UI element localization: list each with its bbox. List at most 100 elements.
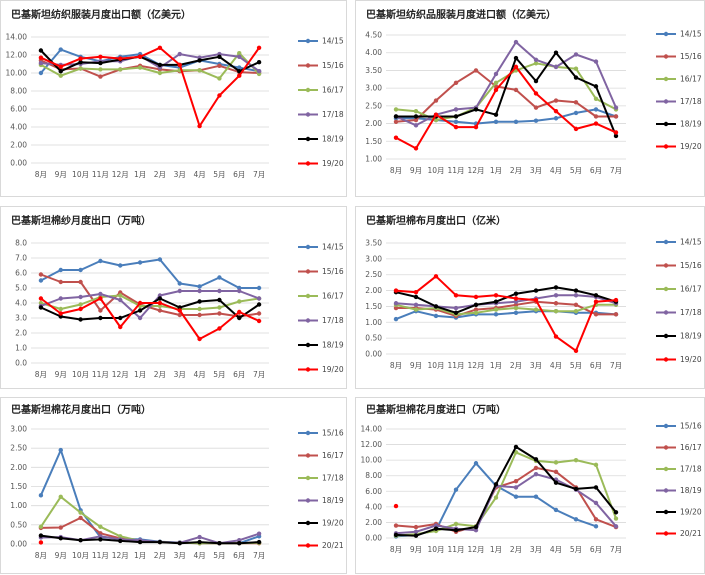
x-tick-label: 9月 <box>55 370 67 379</box>
x-tick-label: 7月 <box>610 545 622 554</box>
data-point <box>98 74 103 79</box>
data-point <box>197 539 202 545</box>
data-point <box>118 324 123 330</box>
legend-marker <box>663 239 669 245</box>
chart-title: 巴基斯坦棉花月度出口（万吨） <box>11 403 151 416</box>
data-point <box>118 56 123 61</box>
x-tick-label: 11月 <box>92 370 109 379</box>
x-tick-label: 1月 <box>490 166 502 175</box>
y-tick-label: 2.00 <box>10 463 27 472</box>
data-point <box>177 281 182 286</box>
legend-marker <box>305 112 311 117</box>
data-point <box>553 301 559 306</box>
legend-marker <box>663 286 669 292</box>
data-point <box>513 302 519 308</box>
data-point <box>613 105 619 110</box>
series-line <box>396 300 616 317</box>
y-tick-label: 14.00 <box>6 33 28 42</box>
x-tick-label: 2月 <box>510 361 522 370</box>
y-tick-label: 8.00 <box>10 87 27 96</box>
data-point <box>453 80 459 86</box>
y-tick-label: 3.50 <box>365 66 382 75</box>
legend-label: 19/20 <box>680 355 702 364</box>
y-tick-label: 8.0 <box>15 239 27 248</box>
x-tick-label: 7月 <box>253 551 265 560</box>
data-point <box>553 460 559 465</box>
x-tick-label: 7月 <box>610 361 622 370</box>
series-line <box>40 52 260 80</box>
data-point <box>573 100 579 105</box>
data-point <box>453 114 459 119</box>
data-point <box>433 304 439 309</box>
chart-svg: 巴基斯坦纺织服装月度出口额（亿美元） 0.00 2.00 4.00 6.00 8.00 10… <box>6 8 344 179</box>
chart-svg: 巴基斯坦棉花月度进口（万吨） 0.00 2.00 4.00 6.00 8.00 10.00 1… <box>361 403 702 554</box>
data-point <box>593 524 599 529</box>
legend-label: 15/16 <box>680 422 702 431</box>
data-point <box>613 130 619 135</box>
y-tick-label: 10.00 <box>6 69 28 78</box>
data-point <box>157 257 163 262</box>
data-point <box>613 510 619 515</box>
chart-svg: 巴基斯坦棉花月度出口（万吨） 0.00 0.50 1.00 1.50 2.00 2.50 3.… <box>10 403 344 560</box>
data-point <box>38 55 44 60</box>
legend-marker <box>305 318 311 323</box>
data-point <box>137 54 143 59</box>
y-tick-label: 6.00 <box>365 487 382 496</box>
data-point <box>433 98 439 103</box>
legend-marker <box>305 87 311 93</box>
x-tick-label: 9月 <box>55 170 67 179</box>
data-point <box>513 485 519 490</box>
data-point <box>38 272 44 277</box>
data-point <box>593 114 599 119</box>
data-point <box>513 296 519 301</box>
series-line <box>39 449 260 545</box>
legend-marker <box>305 430 311 436</box>
data-point <box>513 305 519 311</box>
data-point <box>593 312 599 317</box>
data-point <box>513 55 519 61</box>
data-point <box>78 537 83 543</box>
x-tick-label: 9月 <box>55 551 67 560</box>
series-line <box>40 48 260 74</box>
data-point <box>413 289 419 295</box>
data-point <box>533 457 539 462</box>
legend-label: 17/18 <box>322 474 344 483</box>
data-point <box>393 107 399 112</box>
series-line <box>395 65 617 150</box>
data-point <box>78 515 83 521</box>
data-point <box>453 124 459 130</box>
data-point <box>98 308 103 313</box>
data-point <box>38 540 44 545</box>
data-point <box>197 299 202 304</box>
data-point <box>513 87 519 93</box>
data-point <box>533 57 539 62</box>
series-line <box>40 49 260 73</box>
chart-title: 巴基斯坦纺织品服装月度进口额（亿美元） <box>366 8 556 21</box>
data-point <box>613 297 619 303</box>
data-point <box>493 495 499 500</box>
data-point <box>78 294 83 300</box>
data-point <box>573 52 579 57</box>
data-point <box>197 58 202 63</box>
legend-label: 18/19 <box>322 135 344 144</box>
x-tick-label: 11月 <box>92 551 109 560</box>
chart-title: 巴基斯坦纺织服装月度出口额（亿美元） <box>11 8 191 21</box>
data-point <box>413 529 419 534</box>
x-tick-label: 6月 <box>233 370 245 379</box>
data-point <box>78 317 83 322</box>
data-point <box>413 302 419 308</box>
data-point <box>217 297 222 303</box>
y-tick-label: 10.00 <box>361 456 383 465</box>
data-point <box>493 307 499 312</box>
x-tick-label: 12月 <box>112 370 129 379</box>
data-point <box>58 73 63 78</box>
data-point <box>237 299 242 304</box>
data-point <box>38 533 44 538</box>
data-point <box>237 309 242 315</box>
x-tick-label: 12月 <box>112 170 129 179</box>
data-point <box>118 534 123 539</box>
legend-label: 17/18 <box>322 110 344 119</box>
y-tick-label: 1.50 <box>10 482 27 491</box>
data-point <box>573 486 579 492</box>
x-tick-label: 4月 <box>550 361 562 370</box>
